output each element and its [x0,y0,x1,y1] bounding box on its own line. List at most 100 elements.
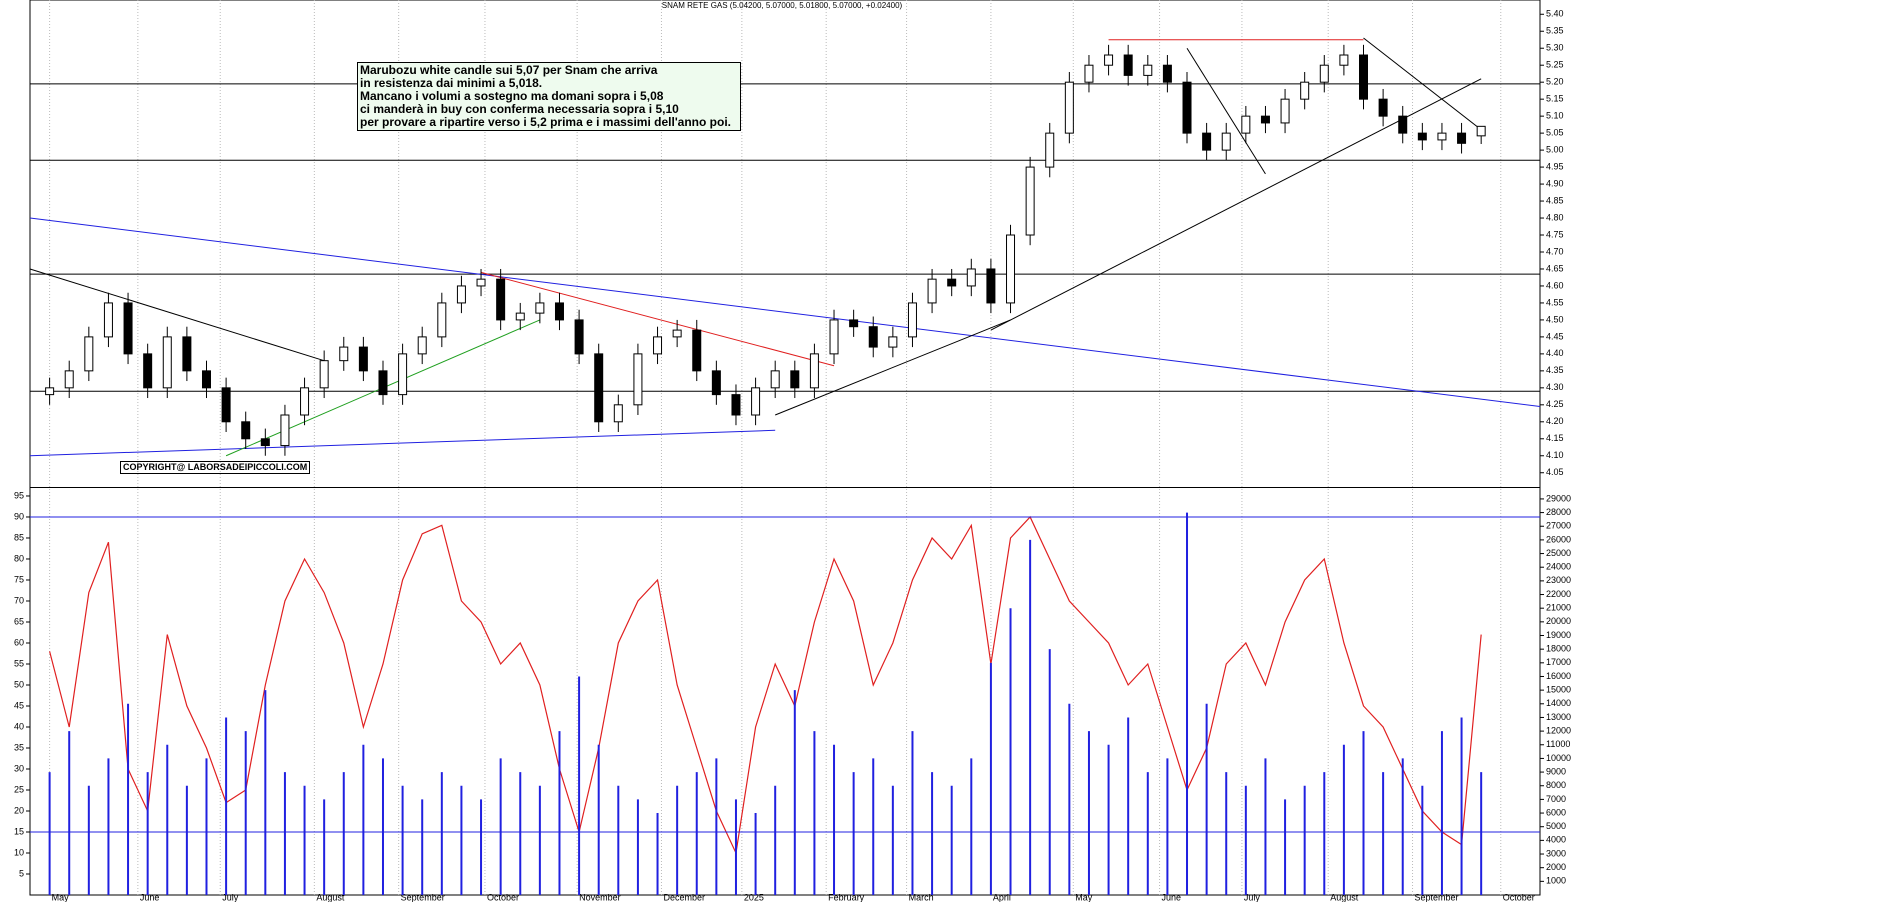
candle-body [986,268,996,304]
candle-body [1202,132,1212,151]
candle-body [1378,98,1388,117]
y2-tick-label: 26000 [1546,534,1571,544]
y2-tick-label: 16000 [1546,671,1571,681]
candle-body [64,370,74,389]
trend-line [1186,47,1266,175]
y-tick-label: 90 [14,511,24,521]
candle-body [1300,81,1310,100]
candle-body [633,353,643,406]
annotation-line: Marubozu white candle sui 5,07 per Snam … [360,63,658,77]
candle-body [849,319,859,328]
frame [29,0,1541,896]
candle-body [1025,166,1035,236]
y2-tick-label: 5000 [1546,821,1566,831]
x-tick-label: 2025 [744,892,764,902]
candle-body [1123,54,1133,76]
trend-line [480,271,835,367]
y2-tick-label: 9000 [1546,766,1566,776]
y2-tick-label: 2000 [1546,862,1566,872]
candle-body [456,285,466,304]
candle-body [790,370,800,389]
candle-body [476,278,486,287]
candle-body [809,353,819,389]
y-tick-label: 5.15 [1546,94,1564,104]
candle-body [515,312,525,321]
x-tick-label: September [1415,892,1459,902]
trend-line [29,217,1541,408]
y2-tick-label: 8000 [1546,780,1566,790]
y-tick-label: 4.40 [1546,348,1564,358]
y-tick-label: 4.65 [1546,263,1564,273]
candle-body [241,421,251,440]
oscillator-line [49,515,1482,856]
candle-body [1280,98,1290,124]
y-tick-label: 4.75 [1546,229,1564,239]
candle-body [1339,54,1349,66]
candle-body [1319,64,1329,83]
candle-body [731,394,741,416]
candle-body [1064,81,1074,134]
candle-body [554,302,564,321]
candle-body [417,336,427,355]
trend-line [29,429,776,457]
candle-body [868,326,878,348]
candle-body [1045,132,1055,168]
chart-title: SNAM RETE GAS (5.04200, 5.07000, 5.01800… [662,1,903,10]
x-tick-label: August [316,892,345,902]
y2-tick-label: 27000 [1546,521,1571,531]
candle-body [260,438,270,447]
candle-body [201,370,211,389]
candle-body [1241,115,1251,134]
y2-tick-label: 25000 [1546,548,1571,558]
candle-body [711,370,721,396]
y-tick-label: 4.25 [1546,399,1564,409]
y2-tick-label: 4000 [1546,835,1566,845]
y2-tick-label: 23000 [1546,575,1571,585]
candle-body [496,278,506,321]
annotation-line: in resistenza dai minimi a 5,018. [360,76,543,90]
x-tick-label: June [1162,892,1182,902]
x-tick-label: December [663,892,705,902]
y-tick-label: 5.10 [1546,111,1564,121]
candle-body [1143,64,1153,76]
x-tick-label: May [1075,892,1093,902]
y-tick-label: 4.60 [1546,280,1564,290]
y-tick-label: 15 [14,826,24,836]
y-tick-label: 4.95 [1546,161,1564,171]
copyright: COPYRIGHT@ LABORSADEIPICCOLI.COM [120,461,311,474]
candle-body [123,302,133,355]
y2-tick-label: 3000 [1546,848,1566,858]
y-tick-label: 35 [14,742,24,752]
x-tick-label: July [222,892,239,902]
x-tick-label: July [1244,892,1261,902]
y-tick-label: 4.45 [1546,331,1564,341]
y-tick-label: 5.30 [1546,43,1564,53]
y-tick-label: 4.55 [1546,297,1564,307]
y-tick-label: 4.20 [1546,416,1564,426]
y-tick-label: 4.85 [1546,195,1564,205]
y-tick-label: 4.15 [1546,433,1564,443]
x-tick-label: September [401,892,445,902]
y-tick-label: 5.25 [1546,60,1564,70]
y-tick-label: 5.05 [1546,128,1564,138]
y-tick-label: 4.90 [1546,178,1564,188]
candle-body [1104,54,1114,66]
y-tick-label: 4.30 [1546,382,1564,392]
x-tick-label: October [487,892,519,902]
candle-body [280,414,290,447]
y-tick-label: 50 [14,679,24,689]
y2-tick-label: 13000 [1546,712,1571,722]
y2-tick-label: 28000 [1546,507,1571,517]
candle-body [672,329,682,338]
candle-body [300,387,310,416]
x-tick-label: August [1330,892,1359,902]
y2-tick-label: 7000 [1546,794,1566,804]
y-tick-label: 95 [14,490,24,500]
y2-tick-label: 17000 [1546,657,1571,667]
candle-body [692,329,702,372]
y-tick-label: 80 [14,553,24,563]
x-tick-label: March [909,892,934,902]
y2-tick-label: 24000 [1546,562,1571,572]
candle-body [182,336,192,372]
candle-body [437,302,447,338]
